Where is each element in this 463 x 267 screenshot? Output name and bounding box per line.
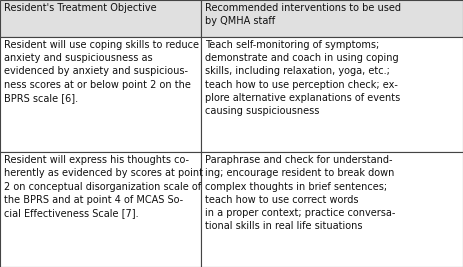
Bar [201,37,463,152]
Text: Recommended interventions to be used
by QMHA staff: Recommended interventions to be used by … [205,3,401,26]
Text: Paraphrase and check for understand-
ing; encourage resident to break down
compl: Paraphrase and check for understand- ing… [205,155,395,231]
Bar [0,37,201,152]
Bar [0,0,201,37]
Bar [0,152,201,267]
Text: Teach self-monitoring of symptoms;
demonstrate and coach in using coping
skills,: Teach self-monitoring of symptoms; demon… [205,40,400,116]
Bar [201,0,463,37]
Text: Resident will use coping skills to reduce
anxiety and suspiciousness as
evidence: Resident will use coping skills to reduc… [4,40,199,103]
Text: Resident will express his thoughts co-
herently as evidenced by scores at point
: Resident will express his thoughts co- h… [4,155,203,218]
Bar [201,152,463,267]
Text: Resident's Treatment Objective: Resident's Treatment Objective [4,3,156,13]
